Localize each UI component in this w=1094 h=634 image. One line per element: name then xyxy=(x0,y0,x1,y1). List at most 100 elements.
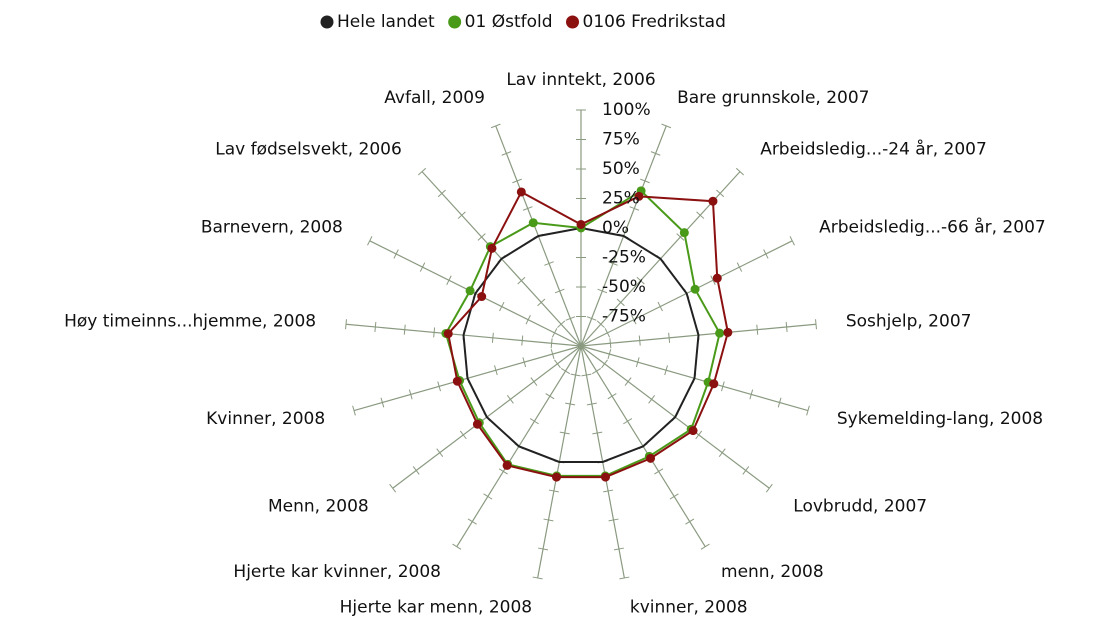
spoke-tick xyxy=(640,178,650,184)
spoke-tick xyxy=(623,418,633,425)
spoke-tick xyxy=(592,368,602,375)
spoke-tick xyxy=(716,189,725,198)
spoke-tick xyxy=(522,206,533,211)
radial-tick-label: 100% xyxy=(602,100,651,120)
spoke-tick xyxy=(512,178,522,184)
point xyxy=(723,327,733,337)
spoke-tick xyxy=(403,324,406,335)
spoke-tick xyxy=(477,233,486,241)
point xyxy=(646,453,656,463)
spoke-tick xyxy=(560,368,570,375)
spoke-tick xyxy=(491,332,494,343)
point xyxy=(709,379,719,389)
axis-label: Sykemelding-lang, 2008 xyxy=(837,409,1043,429)
axis-label: kvinner, 2008 xyxy=(630,597,748,617)
spoke-tick xyxy=(638,335,641,346)
spoke-tick xyxy=(815,319,817,330)
axis-label: Kvinner, 2008 xyxy=(206,409,325,429)
spoke-tick xyxy=(419,262,426,272)
point xyxy=(551,472,561,482)
point xyxy=(634,191,644,201)
spoke-tick xyxy=(806,405,810,416)
radial-tick-label: -50% xyxy=(602,277,646,297)
spoke-tick xyxy=(565,402,576,406)
radial-tick-label: 0% xyxy=(602,218,629,238)
spoke-tick xyxy=(433,327,436,338)
spoke-tick xyxy=(543,518,554,522)
spoke-tick xyxy=(554,288,565,294)
spoke-tick xyxy=(631,315,637,325)
spoke-tick xyxy=(624,377,632,386)
radial-tick-label: -75% xyxy=(602,307,646,327)
spoke-tick xyxy=(736,262,743,272)
spoke-tick xyxy=(452,543,462,550)
spoke-tick xyxy=(635,357,640,368)
spoke-tick xyxy=(565,316,576,321)
radial-tick-label: 75% xyxy=(602,130,640,150)
spoke-tick xyxy=(616,298,625,307)
spoke-tick xyxy=(559,431,570,435)
spoke-tick xyxy=(696,211,705,219)
spoke-tick xyxy=(608,261,618,266)
spoke-tick xyxy=(664,365,668,376)
spoke-tick xyxy=(654,468,664,475)
spoke-tick xyxy=(742,466,750,475)
spoke-tick xyxy=(412,466,420,475)
spoke-tick xyxy=(457,211,466,219)
spoke-tick xyxy=(494,365,498,376)
axis-label: Menn, 2008 xyxy=(268,496,369,516)
spoke-tick xyxy=(785,321,788,332)
point xyxy=(601,472,611,482)
spoke-tick xyxy=(551,328,558,338)
spoke-tick xyxy=(765,483,773,493)
spoke-tick xyxy=(498,468,508,475)
spoke-tick xyxy=(657,301,663,312)
spoke-tick xyxy=(389,483,397,493)
spoke-tick xyxy=(530,377,538,386)
axis-label: Arbeidsledig...-24 år, 2007 xyxy=(760,138,987,159)
spoke-tick xyxy=(437,189,446,198)
spoke-tick xyxy=(710,275,716,285)
spoke-tick xyxy=(506,395,514,404)
point xyxy=(688,426,698,436)
point xyxy=(715,328,725,338)
spoke-tick xyxy=(648,395,656,404)
spoke-tick xyxy=(437,381,441,392)
point xyxy=(502,460,512,470)
spoke-tick xyxy=(459,430,467,440)
spoke-tick xyxy=(581,373,592,377)
axis-label: Hjerte kar menn, 2008 xyxy=(340,597,532,617)
spoke-tick xyxy=(668,332,671,343)
axis-label: Barnevern, 2008 xyxy=(201,217,343,237)
spoke-tick xyxy=(521,335,524,346)
spoke-tick xyxy=(789,236,795,246)
legend-label: 01 Østfold xyxy=(465,12,553,32)
spoke-tick xyxy=(467,518,477,525)
spoke-tick xyxy=(676,233,685,241)
spoke-tick xyxy=(522,357,527,368)
spoke-tick xyxy=(607,393,617,400)
point xyxy=(477,292,487,302)
spoke-tick xyxy=(609,338,612,349)
point xyxy=(452,376,462,386)
point xyxy=(576,219,586,229)
series-line xyxy=(462,226,700,463)
spoke-tick xyxy=(352,405,356,416)
spoke-tick xyxy=(601,359,608,369)
spoke-tick xyxy=(608,518,619,522)
point xyxy=(528,218,538,228)
legend-marker xyxy=(448,15,462,29)
spoke-tick xyxy=(550,349,555,360)
axis-label: Lovbrudd, 2007 xyxy=(793,496,927,516)
spoke-tick xyxy=(517,276,526,285)
spoke-tick xyxy=(408,389,413,400)
spoke-tick xyxy=(367,236,373,246)
spoke-tick xyxy=(417,167,427,176)
spoke-tick xyxy=(525,315,531,325)
axis-label: Soshjelp, 2007 xyxy=(846,311,972,331)
legend-label: Hele landet xyxy=(337,12,435,32)
axis-label: Bare grunnskole, 2007 xyxy=(677,88,869,108)
spoke-tick xyxy=(483,493,493,500)
axis-label: Hjerte kar kvinner, 2008 xyxy=(233,562,441,582)
